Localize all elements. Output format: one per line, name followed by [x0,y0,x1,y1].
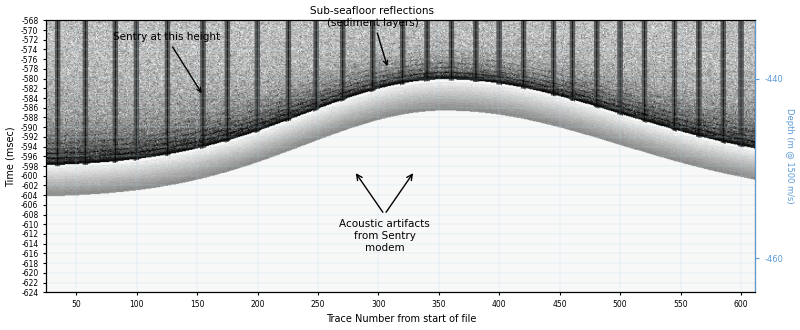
Y-axis label: Time (msec): Time (msec) [6,126,15,186]
Text: Sentry at this height: Sentry at this height [113,32,220,92]
X-axis label: Trace Number from start of file: Trace Number from start of file [326,314,476,324]
Y-axis label: Depth (m @ 1500 m/s): Depth (m @ 1500 m/s) [786,109,794,204]
Text: Sub-seafloor reflections
(sediment layers): Sub-seafloor reflections (sediment layer… [310,6,434,65]
Text: Acoustic artifacts
from Sentry
modem: Acoustic artifacts from Sentry modem [339,219,430,253]
